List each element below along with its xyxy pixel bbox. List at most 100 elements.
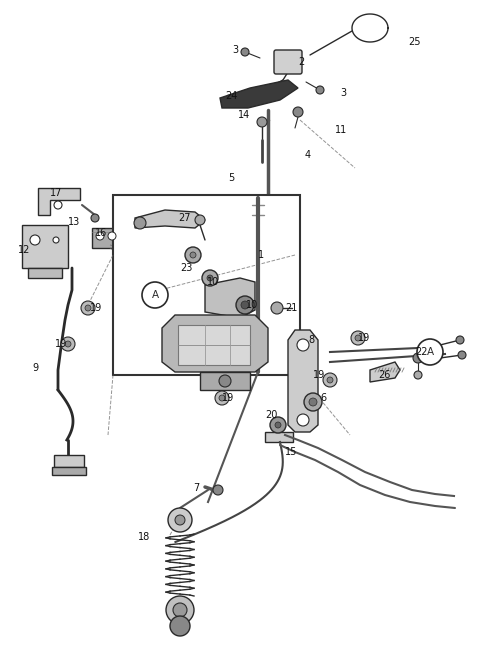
Circle shape [215, 391, 229, 405]
Circle shape [173, 603, 187, 617]
Text: 4: 4 [305, 150, 311, 160]
Circle shape [241, 301, 249, 309]
Polygon shape [135, 210, 205, 228]
Circle shape [65, 341, 71, 347]
Text: 14: 14 [238, 110, 250, 120]
Circle shape [275, 422, 281, 428]
Circle shape [168, 508, 192, 532]
Text: 10: 10 [207, 277, 219, 287]
Text: 6: 6 [320, 393, 326, 403]
Circle shape [414, 371, 422, 379]
Circle shape [417, 339, 443, 365]
Circle shape [219, 395, 225, 401]
Polygon shape [28, 268, 62, 278]
Bar [52, 467, 86, 475]
Text: 27: 27 [178, 213, 191, 223]
Bar [113, 195, 300, 375]
Polygon shape [38, 188, 80, 215]
Text: 17: 17 [50, 188, 62, 198]
Text: 18: 18 [138, 532, 150, 542]
Text: 26: 26 [378, 370, 390, 380]
Text: 20: 20 [265, 410, 277, 420]
Circle shape [293, 107, 303, 117]
Circle shape [142, 282, 168, 308]
Circle shape [316, 86, 324, 94]
Circle shape [304, 393, 322, 411]
Circle shape [236, 296, 254, 314]
Polygon shape [220, 80, 298, 108]
Circle shape [207, 275, 213, 281]
Circle shape [355, 335, 361, 341]
Circle shape [53, 237, 59, 243]
Text: 19: 19 [222, 393, 234, 403]
Circle shape [81, 301, 95, 315]
Circle shape [257, 117, 267, 127]
Text: 19: 19 [358, 333, 370, 343]
Circle shape [170, 616, 190, 636]
Circle shape [30, 235, 40, 245]
Circle shape [270, 417, 286, 433]
Text: 3: 3 [232, 45, 238, 55]
Circle shape [91, 214, 99, 222]
Circle shape [54, 201, 62, 209]
Polygon shape [162, 315, 268, 372]
Polygon shape [370, 362, 400, 382]
Text: A: A [151, 290, 158, 300]
Text: 23: 23 [180, 263, 192, 273]
Text: 16: 16 [95, 228, 107, 238]
Text: 5: 5 [228, 173, 234, 183]
Text: 7: 7 [193, 483, 199, 493]
Polygon shape [22, 225, 68, 268]
Circle shape [61, 337, 75, 351]
Circle shape [190, 252, 196, 258]
Circle shape [297, 414, 309, 426]
Circle shape [185, 247, 201, 263]
Circle shape [297, 339, 309, 351]
Circle shape [85, 305, 91, 311]
Text: 8: 8 [308, 335, 314, 345]
FancyBboxPatch shape [274, 50, 302, 74]
Text: 19: 19 [313, 370, 325, 380]
Text: 22: 22 [415, 347, 428, 357]
Bar [92, 228, 120, 248]
Circle shape [175, 515, 185, 525]
Text: 13: 13 [68, 217, 80, 227]
Polygon shape [288, 330, 318, 432]
Circle shape [323, 373, 337, 387]
Text: 10: 10 [246, 300, 258, 310]
Text: 24: 24 [225, 91, 238, 101]
Text: 3: 3 [340, 88, 346, 98]
Text: 2: 2 [298, 57, 304, 67]
Text: 15: 15 [285, 447, 298, 457]
Text: 19: 19 [90, 303, 102, 313]
Text: 21: 21 [285, 303, 298, 313]
Circle shape [166, 596, 194, 624]
Bar [200, 372, 250, 390]
Circle shape [241, 48, 249, 56]
Circle shape [327, 377, 333, 383]
Text: 9: 9 [32, 363, 38, 373]
Bar [54, 455, 84, 467]
Circle shape [271, 302, 283, 314]
Polygon shape [205, 278, 255, 318]
Bar [178, 325, 250, 365]
Circle shape [458, 351, 466, 359]
Text: 11: 11 [335, 125, 347, 135]
Text: 19: 19 [55, 339, 67, 349]
Circle shape [219, 375, 231, 387]
Text: 12: 12 [18, 245, 30, 255]
Circle shape [202, 270, 218, 286]
Circle shape [108, 232, 116, 240]
Circle shape [456, 336, 464, 344]
Circle shape [134, 217, 146, 229]
Text: A: A [426, 347, 433, 357]
Text: 1: 1 [258, 250, 264, 260]
Circle shape [413, 353, 423, 363]
Circle shape [309, 398, 317, 406]
Bar [265, 432, 293, 442]
Text: 25: 25 [408, 37, 420, 47]
Circle shape [213, 485, 223, 495]
Circle shape [96, 232, 104, 240]
Circle shape [195, 215, 205, 225]
Circle shape [351, 331, 365, 345]
